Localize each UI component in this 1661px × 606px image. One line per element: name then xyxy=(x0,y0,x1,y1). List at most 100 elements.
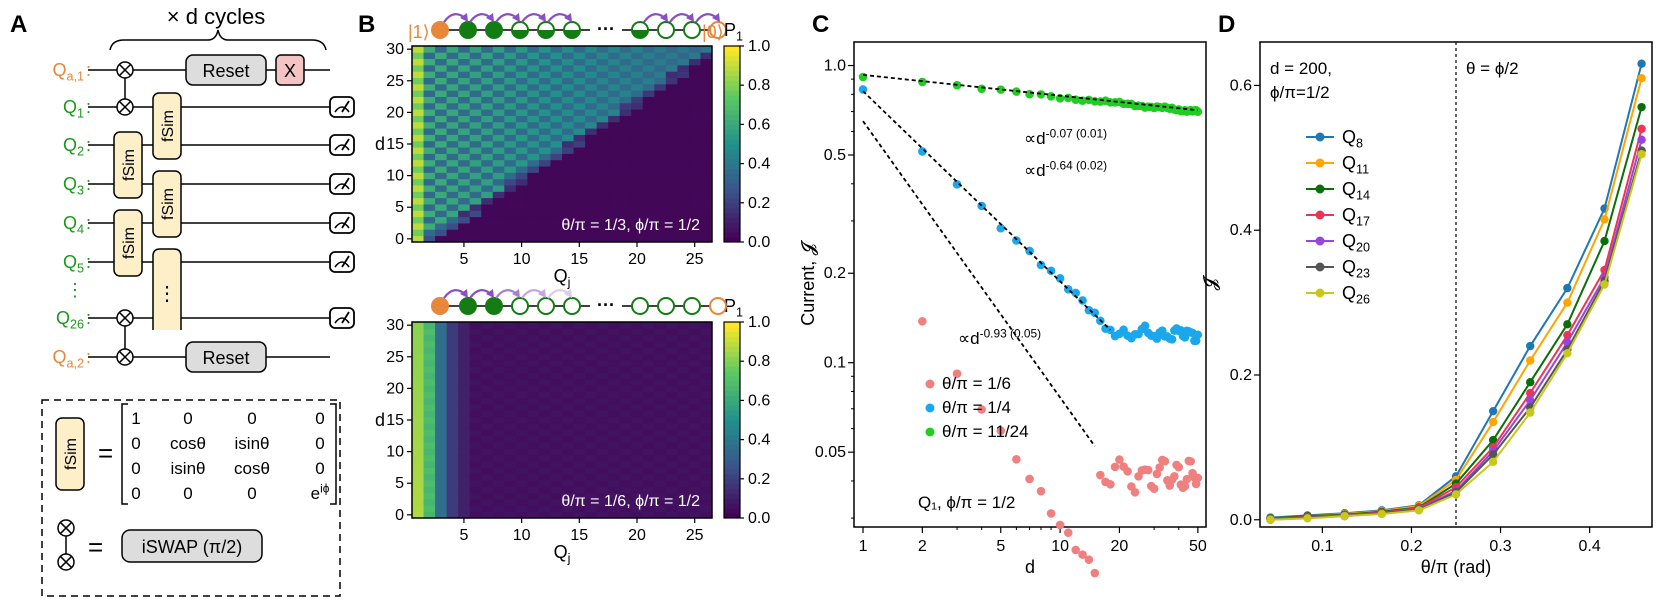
colorbar-tick-label: 0.0 xyxy=(748,234,770,251)
heatmap-cell xyxy=(527,347,540,355)
heatmap-cell xyxy=(481,473,494,481)
heatmap-cell xyxy=(538,385,551,392)
colorbar: 0.00.20.40.60.81.0P1 xyxy=(723,296,770,527)
heatmap-cell xyxy=(515,134,528,142)
heatmap-cell xyxy=(573,416,586,424)
colorbar-tick-label: 0.6 xyxy=(748,392,770,409)
heatmap-cell xyxy=(585,115,598,123)
heatmap-cell xyxy=(538,454,551,462)
heatmap-cell xyxy=(665,210,678,218)
heatmap-cell xyxy=(423,448,436,456)
heatmap-cell xyxy=(608,197,621,205)
heatmap-cell xyxy=(608,359,621,367)
legend-label: θ/π = 1/6 xyxy=(942,374,1011,393)
heatmap-cell xyxy=(504,435,517,443)
heatmap-cell xyxy=(527,340,540,348)
site-empty xyxy=(537,297,555,315)
heatmap-cell xyxy=(435,204,448,211)
legend-equals-1: = xyxy=(98,438,113,468)
heatmap-cell xyxy=(608,134,621,142)
heatmap-cell xyxy=(550,328,563,336)
heatmap-cell xyxy=(538,442,551,449)
heatmap-cell xyxy=(458,115,471,123)
panel-label-a: A xyxy=(10,11,27,38)
heatmap-cell xyxy=(538,159,551,167)
heatmap-cell xyxy=(608,391,621,399)
heatmap-cell xyxy=(619,391,632,399)
heatmap-cell xyxy=(481,511,494,519)
heatmap-cell xyxy=(688,229,701,237)
heatmap-cell xyxy=(550,467,563,475)
heatmap-cell xyxy=(654,191,667,199)
colorbar-swatch xyxy=(724,483,740,490)
heatmap-cell xyxy=(688,429,701,437)
hop-arrowhead xyxy=(512,13,520,22)
heatmap-cell xyxy=(677,166,690,173)
heatmap-cell xyxy=(446,404,459,411)
heatmap-cell xyxy=(550,435,563,443)
heatmap-cell xyxy=(469,121,482,129)
measurement-icon xyxy=(329,173,355,195)
heatmap-cell xyxy=(596,83,609,91)
heatmap-cell xyxy=(700,115,713,123)
legend-fsim-label: fSim xyxy=(63,438,80,470)
heatmap-cell xyxy=(562,115,574,123)
data-point xyxy=(1110,462,1120,472)
heatmap-cell xyxy=(458,416,471,424)
data-point xyxy=(1055,274,1065,283)
heatmap-cell xyxy=(458,109,471,116)
heatmap-cell xyxy=(550,210,563,218)
heatmap-cell xyxy=(446,140,459,148)
heatmap-cell xyxy=(700,204,713,211)
heatmap-cell xyxy=(481,322,494,329)
heatmap-cell xyxy=(550,64,563,72)
heatmap-cell xyxy=(412,511,424,519)
heatmap-cell xyxy=(550,461,563,468)
heatmap-cell xyxy=(527,147,540,154)
heatmap-cell xyxy=(665,391,678,399)
heatmap-cell xyxy=(423,64,436,72)
heatmap-cell xyxy=(596,385,609,392)
heatmap-cell xyxy=(608,328,621,336)
heatmap-cell xyxy=(446,505,459,513)
heatmap-cell xyxy=(481,102,494,110)
y-tick-label: 0.0 xyxy=(1230,512,1252,529)
matrix-bracket-right xyxy=(330,403,337,505)
heatmap-cell xyxy=(504,397,517,405)
heatmap-cell xyxy=(423,366,436,373)
heatmap-cell xyxy=(642,454,655,462)
heatmap-cell xyxy=(481,467,494,475)
heatmap-cell xyxy=(492,216,505,224)
data-point xyxy=(858,85,868,94)
heatmap-cell xyxy=(562,109,574,116)
heatmap-cell xyxy=(492,204,505,211)
heatmap-cell xyxy=(492,385,505,392)
heatmap-cell xyxy=(515,216,528,224)
heatmap-cell xyxy=(469,334,482,342)
heatmap-cell xyxy=(527,467,540,475)
heatmap-cell xyxy=(665,473,678,481)
heatmap-cell xyxy=(654,467,667,475)
heatmap-cell xyxy=(700,505,713,513)
heatmap-cell xyxy=(469,229,482,237)
site-empty xyxy=(683,21,701,39)
heatmap-cell xyxy=(654,410,667,418)
heatmap-cell xyxy=(458,391,471,399)
heatmap-cell xyxy=(469,83,482,91)
heatmap-cell xyxy=(619,511,632,519)
heatmap-cell xyxy=(515,385,528,392)
heatmap-cell xyxy=(608,90,621,97)
heatmap-cell xyxy=(688,322,701,329)
heatmap-cell xyxy=(469,147,482,154)
heatmap-cell xyxy=(585,397,598,405)
heatmap-cell xyxy=(412,147,424,154)
heatmap-cell xyxy=(631,115,644,123)
heatmap-cell xyxy=(665,397,678,405)
heatmap-cell xyxy=(423,467,436,475)
heatmap-cell xyxy=(515,115,528,123)
heatmap-cell xyxy=(688,353,701,361)
heatmap-cell xyxy=(412,366,424,373)
colorbar-swatch xyxy=(724,158,740,165)
heatmap-cell xyxy=(527,46,540,53)
heatmap-cell xyxy=(573,334,586,342)
